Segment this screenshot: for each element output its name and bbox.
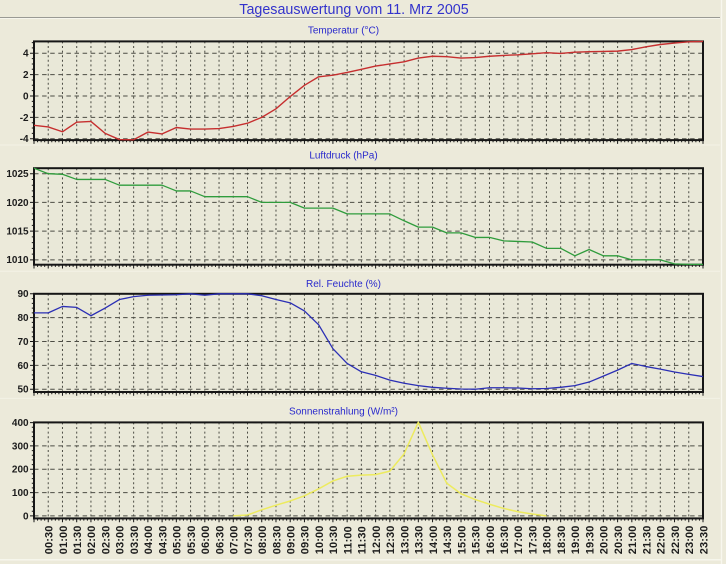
svg-text:02:00: 02:00 xyxy=(86,526,98,555)
svg-text:13:00: 13:00 xyxy=(399,526,411,555)
svg-text:16:00: 16:00 xyxy=(485,526,497,555)
svg-text:17:00: 17:00 xyxy=(513,526,525,555)
svg-text:10:00: 10:00 xyxy=(314,526,326,555)
svg-text:2: 2 xyxy=(23,70,29,81)
svg-text:60: 60 xyxy=(17,361,29,372)
svg-text:11:00: 11:00 xyxy=(342,526,354,554)
svg-text:1015: 1015 xyxy=(6,227,29,238)
svg-text:05:00: 05:00 xyxy=(172,526,184,555)
svg-text:18:00: 18:00 xyxy=(542,526,554,555)
svg-text:50: 50 xyxy=(17,385,29,396)
svg-text:19:30: 19:30 xyxy=(584,526,596,555)
svg-text:1010: 1010 xyxy=(6,255,29,266)
svg-text:70: 70 xyxy=(17,337,29,348)
svg-text:07:00: 07:00 xyxy=(229,526,241,555)
svg-text:07:30: 07:30 xyxy=(243,526,255,555)
svg-text:05:30: 05:30 xyxy=(186,526,198,555)
svg-text:00:30: 00:30 xyxy=(44,526,56,555)
svg-text:1025: 1025 xyxy=(6,169,29,180)
svg-text:200: 200 xyxy=(12,465,29,476)
svg-text:Luftdruck (hPa): Luftdruck (hPa) xyxy=(309,151,377,162)
svg-text:11:30: 11:30 xyxy=(357,526,369,554)
svg-text:18:30: 18:30 xyxy=(556,526,568,555)
svg-text:02:30: 02:30 xyxy=(100,526,112,555)
svg-text:04:00: 04:00 xyxy=(143,526,155,555)
svg-text:08:30: 08:30 xyxy=(271,526,283,555)
svg-text:Rel. Feuchte (%): Rel. Feuchte (%) xyxy=(306,279,381,290)
svg-text:Tagesauswertung vom 11. Mrz 20: Tagesauswertung vom 11. Mrz 2005 xyxy=(239,2,468,18)
svg-text:14:30: 14:30 xyxy=(442,526,454,555)
svg-text:22:00: 22:00 xyxy=(656,526,668,555)
svg-text:15:30: 15:30 xyxy=(471,526,483,555)
svg-text:-2: -2 xyxy=(20,113,29,124)
svg-text:4: 4 xyxy=(23,49,29,60)
svg-text:19:00: 19:00 xyxy=(570,526,582,555)
svg-text:21:30: 21:30 xyxy=(641,526,653,555)
svg-text:100: 100 xyxy=(12,488,29,499)
svg-text:06:00: 06:00 xyxy=(200,526,212,555)
svg-text:17:30: 17:30 xyxy=(527,526,539,555)
svg-text:14:00: 14:00 xyxy=(428,526,440,555)
svg-text:23:00: 23:00 xyxy=(684,526,696,555)
svg-text:12:00: 12:00 xyxy=(371,526,383,555)
svg-text:15:00: 15:00 xyxy=(456,526,468,555)
svg-text:22:30: 22:30 xyxy=(670,526,682,555)
svg-text:08:00: 08:00 xyxy=(257,526,269,555)
svg-text:03:30: 03:30 xyxy=(129,526,141,555)
svg-text:12:30: 12:30 xyxy=(385,526,397,555)
svg-text:03:00: 03:00 xyxy=(115,526,127,555)
svg-text:1020: 1020 xyxy=(6,198,29,209)
svg-text:20:00: 20:00 xyxy=(599,526,611,555)
svg-text:16:30: 16:30 xyxy=(499,526,511,555)
svg-text:06:30: 06:30 xyxy=(214,526,226,555)
svg-text:01:00: 01:00 xyxy=(58,526,70,555)
svg-text:10:30: 10:30 xyxy=(328,526,340,555)
svg-text:300: 300 xyxy=(12,441,29,452)
svg-text:23:30: 23:30 xyxy=(698,526,710,555)
svg-text:01:30: 01:30 xyxy=(72,526,84,555)
svg-text:80: 80 xyxy=(17,313,29,324)
svg-text:13:30: 13:30 xyxy=(414,526,426,555)
svg-text:09:30: 09:30 xyxy=(300,526,312,555)
svg-text:400: 400 xyxy=(12,418,29,429)
svg-text:-4: -4 xyxy=(20,134,29,145)
svg-text:0: 0 xyxy=(23,511,29,522)
svg-text:09:00: 09:00 xyxy=(286,526,298,555)
svg-text:Temperatur (°C): Temperatur (°C) xyxy=(308,26,379,37)
svg-text:04:30: 04:30 xyxy=(157,526,169,555)
svg-text:Sonnenstrahlung (W/m²): Sonnenstrahlung (W/m²) xyxy=(289,407,398,418)
svg-text:0: 0 xyxy=(23,91,29,102)
svg-text:90: 90 xyxy=(17,289,29,300)
svg-text:20:30: 20:30 xyxy=(613,526,625,555)
svg-text:21:00: 21:00 xyxy=(627,526,639,555)
